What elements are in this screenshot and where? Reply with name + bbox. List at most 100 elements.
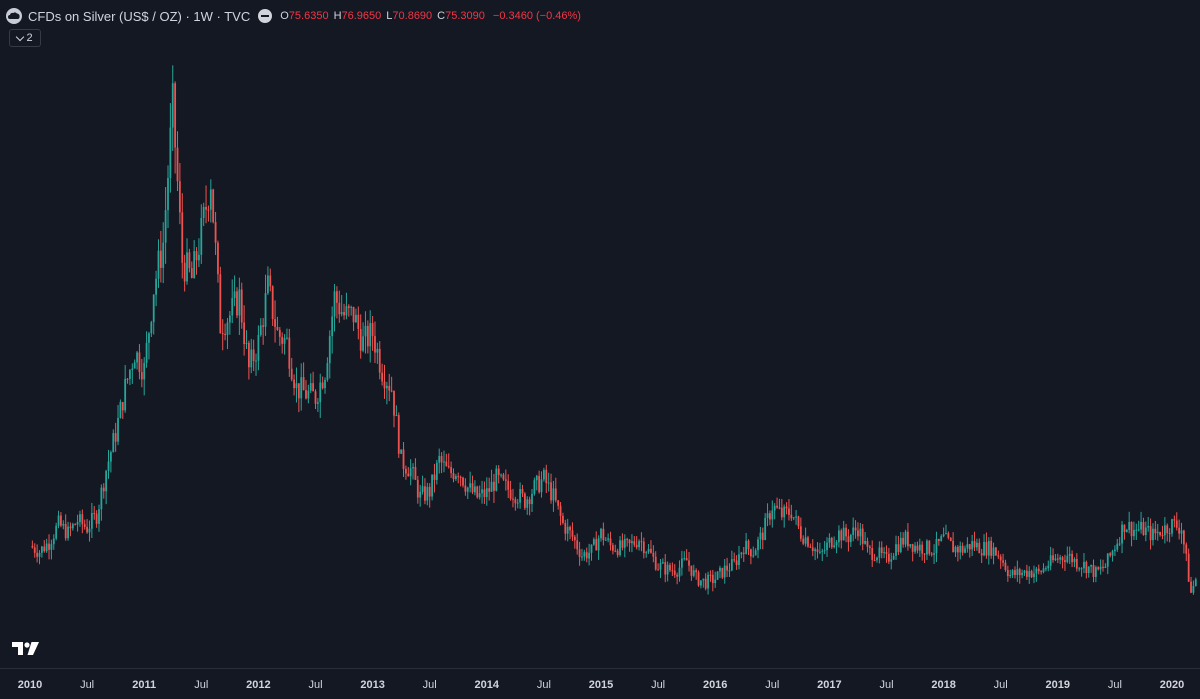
- candle-body: [521, 489, 524, 494]
- candle-body: [428, 486, 431, 497]
- time-axis[interactable]: [0, 668, 1200, 699]
- candle-body: [238, 289, 241, 316]
- candle-body: [747, 540, 750, 550]
- candle-body: [999, 556, 1002, 561]
- candle-body: [207, 209, 210, 211]
- candle-body: [735, 560, 738, 566]
- tradingview-logo-icon[interactable]: [12, 640, 42, 658]
- candle-body: [804, 537, 807, 544]
- candle-body: [1021, 572, 1024, 576]
- candle-body: [469, 483, 472, 488]
- candle-body: [1028, 571, 1031, 577]
- candle-body: [642, 541, 645, 554]
- candle-body: [678, 567, 681, 577]
- candle-body: [761, 532, 764, 541]
- symbol-title[interactable]: CFDs on Silver (US$ / OZ) · 1W · TVC: [28, 8, 251, 24]
- candle-body: [155, 278, 157, 295]
- candle-body: [52, 538, 55, 545]
- candle-body: [40, 546, 43, 553]
- candle-body: [726, 565, 728, 571]
- candle-body: [916, 545, 919, 551]
- candle-body: [129, 370, 131, 380]
- candle-body: [48, 543, 50, 550]
- candle-body: [1040, 571, 1043, 573]
- candle-body: [102, 487, 105, 492]
- candle-body: [1071, 553, 1073, 563]
- candle-body: [117, 417, 119, 442]
- candle-body: [1111, 551, 1114, 556]
- collapse-legend-button[interactable]: 2: [9, 29, 41, 47]
- candle-body: [1163, 525, 1166, 536]
- candle-body: [688, 560, 690, 566]
- x-tick-label: 2017: [817, 679, 842, 691]
- candle-body: [545, 469, 548, 484]
- candle-body: [200, 217, 203, 255]
- candle-body: [816, 549, 819, 552]
- candle-body: [590, 544, 593, 553]
- candle-body: [1180, 530, 1183, 534]
- candle-body: [1128, 522, 1131, 530]
- candle-body: [378, 348, 381, 373]
- candle-body: [964, 548, 966, 553]
- candle-body: [995, 547, 997, 556]
- candle-body: [645, 552, 648, 554]
- candle-body: [1190, 581, 1192, 593]
- candle-body: [997, 555, 1000, 557]
- candle-body: [347, 306, 350, 308]
- candle-body: [890, 559, 893, 562]
- candle-body: [876, 557, 878, 561]
- candle-body: [1154, 528, 1157, 534]
- candle-body: [954, 546, 957, 553]
- candle-body: [57, 515, 60, 526]
- chevron-down-icon: [16, 32, 25, 41]
- candle-body: [1137, 529, 1140, 531]
- candle-body: [143, 362, 146, 380]
- candle-body: [709, 574, 712, 576]
- candle-body: [79, 514, 81, 523]
- candle-body: [702, 578, 705, 581]
- candle-body: [949, 537, 952, 541]
- candle-body: [252, 349, 255, 361]
- candle-body: [126, 378, 129, 380]
- candle-body: [74, 524, 77, 526]
- candle-body: [1092, 565, 1095, 577]
- candle-body: [1116, 543, 1119, 550]
- candle-body: [1006, 570, 1009, 577]
- candle-body: [381, 372, 384, 382]
- candle-body: [69, 526, 72, 529]
- candle-body: [402, 449, 405, 469]
- price-change: −0.3460 (−0.46%): [492, 10, 581, 22]
- candle-body: [868, 546, 871, 548]
- low-label: L: [386, 10, 393, 22]
- x-tick-label: 2015: [588, 679, 614, 691]
- candle-body: [502, 474, 505, 480]
- candle-body: [326, 363, 329, 380]
- candle-body: [395, 415, 398, 417]
- candle-body: [626, 538, 629, 540]
- candle-body: [978, 542, 981, 554]
- x-tick-label: 2011: [132, 679, 157, 691]
- candle-body: [1004, 562, 1007, 571]
- candle-body: [426, 486, 429, 501]
- candle-body: [583, 552, 586, 557]
- candlestick-chart[interactable]: [0, 0, 1200, 668]
- silver-cloud-icon[interactable]: [6, 8, 22, 24]
- candle-body: [526, 499, 529, 508]
- candle-body: [1090, 565, 1093, 567]
- candle-body: [421, 486, 424, 492]
- hide-series-icon[interactable]: [258, 9, 273, 23]
- candle-body: [849, 534, 852, 543]
- candle-body: [581, 556, 583, 558]
- candle-body: [719, 567, 721, 572]
- candle-body: [159, 250, 162, 268]
- candle-body: [1187, 553, 1190, 582]
- candle-body: [462, 477, 464, 486]
- candle-body: [202, 206, 205, 218]
- candle-body: [221, 333, 224, 335]
- candle-body: [823, 550, 826, 552]
- candle-body: [309, 383, 312, 391]
- candle-body: [1118, 543, 1121, 545]
- candle-body: [136, 352, 138, 363]
- candle-body: [247, 342, 250, 368]
- candle-body: [105, 470, 108, 492]
